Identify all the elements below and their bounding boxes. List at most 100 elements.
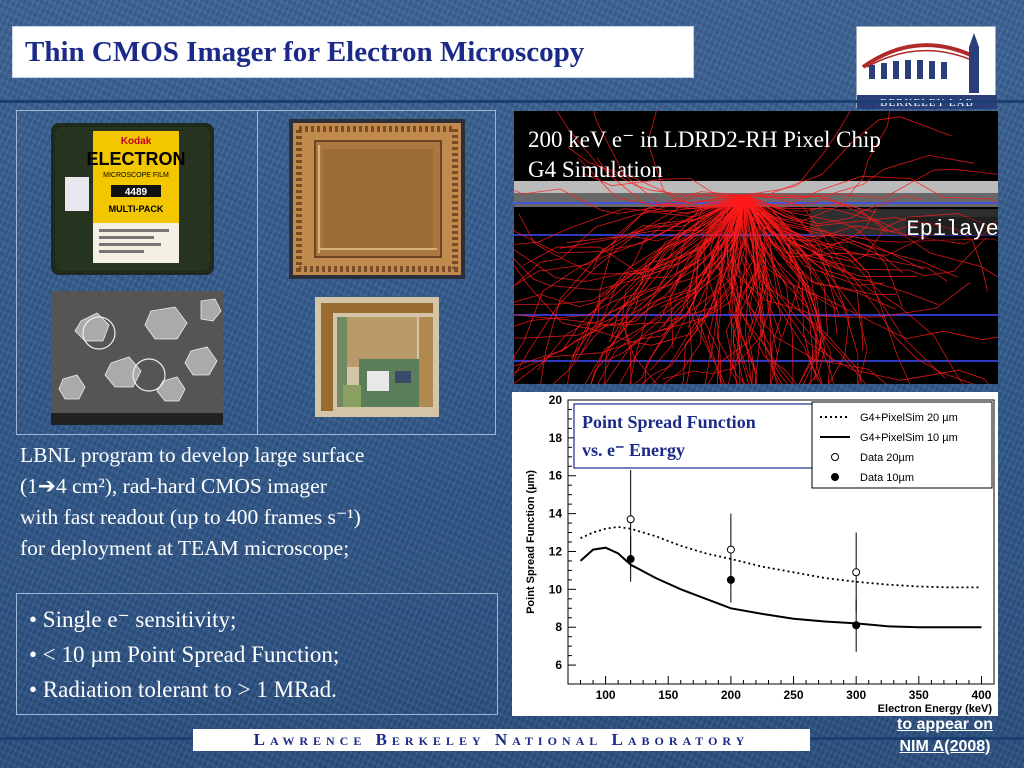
electron-track bbox=[743, 194, 939, 306]
electron-track bbox=[514, 194, 745, 373]
publication-note-line1: to appear on bbox=[896, 716, 993, 733]
electron-track bbox=[743, 194, 924, 270]
electron-track bbox=[598, 194, 745, 327]
electron-track bbox=[523, 194, 745, 279]
film-brand: Kodak bbox=[121, 136, 152, 147]
electron-tracks bbox=[514, 111, 998, 384]
electron-track bbox=[629, 194, 745, 384]
pixel-detail-graphic bbox=[315, 297, 439, 417]
electron-track bbox=[743, 194, 859, 384]
x-tick-label: 250 bbox=[784, 688, 804, 702]
electron-track bbox=[743, 194, 819, 383]
film-box-photo: Kodak ELECTRON MICROSCOPE FILM 4489 MULT… bbox=[51, 123, 214, 275]
electron-track bbox=[514, 194, 745, 384]
data-point bbox=[726, 575, 735, 584]
electron-track bbox=[728, 194, 788, 384]
electron-track bbox=[743, 194, 780, 384]
electron-track bbox=[582, 172, 745, 197]
program-description: LBNL program to develop large surface (1… bbox=[20, 440, 490, 564]
y-tick-label: 10 bbox=[549, 582, 563, 596]
feature-bullets: • Single e⁻ sensitivity; • < 10 µm Point… bbox=[16, 593, 498, 715]
y-tick-label: 20 bbox=[549, 393, 563, 407]
electron-track bbox=[514, 194, 745, 378]
electron-track bbox=[693, 194, 745, 384]
electron-track bbox=[514, 194, 745, 346]
logo-text: BERKELEY LAB bbox=[880, 97, 974, 109]
electron-track bbox=[743, 194, 998, 341]
top-divider bbox=[0, 100, 1024, 103]
bullet-item: • Single e⁻ sensitivity; bbox=[29, 607, 237, 632]
chip-graphic bbox=[293, 123, 461, 275]
simulation-title: 200 keV e⁻ in LDRD2-RH Pixel Chip G4 Sim… bbox=[528, 125, 881, 185]
series-line bbox=[579, 546, 982, 629]
simulation-panel: 200 keV e⁻ in LDRD2-RH Pixel Chip G4 Sim… bbox=[514, 111, 998, 384]
description-line: LBNL program to develop large surface bbox=[20, 443, 365, 467]
electron-track bbox=[556, 111, 745, 196]
film-box-graphic: Kodak ELECTRON MICROSCOPE FILM 4489 MULT… bbox=[55, 127, 210, 271]
electron-track bbox=[670, 194, 745, 349]
x-tick-label: 150 bbox=[658, 688, 678, 702]
film-line: MICROSCOPE FILM bbox=[103, 172, 169, 179]
electron-track bbox=[743, 194, 763, 384]
electron-track bbox=[514, 194, 745, 362]
epilayer-label: Epilayer bbox=[906, 217, 998, 242]
electron-track bbox=[743, 194, 904, 274]
electron-track bbox=[514, 194, 745, 287]
electron-track bbox=[743, 194, 835, 384]
legend-label: Data 10µm bbox=[860, 472, 914, 484]
electron-track bbox=[663, 194, 746, 384]
electron-track bbox=[743, 194, 922, 225]
legend-label: G4+PixelSim 20 µm bbox=[860, 412, 958, 424]
electron-track bbox=[743, 194, 948, 282]
electron-track bbox=[743, 194, 758, 324]
electron-track bbox=[625, 194, 745, 384]
electron-track bbox=[514, 194, 745, 327]
sem-photo bbox=[51, 291, 223, 425]
electron-track bbox=[686, 194, 745, 384]
electron-track bbox=[743, 194, 838, 311]
electron-track bbox=[570, 194, 745, 359]
bullet-item: • < 10 µm Point Spread Function; bbox=[29, 642, 340, 667]
electron-track bbox=[633, 194, 745, 312]
electron-track bbox=[514, 194, 745, 245]
description-line: for deployment at TEAM microscope; bbox=[20, 536, 350, 560]
electron-track bbox=[716, 194, 746, 384]
panel-divider bbox=[257, 111, 258, 434]
electron-track bbox=[742, 194, 783, 299]
electron-track bbox=[633, 194, 745, 384]
footer-text: Lawrence Berkeley National Laboratory bbox=[253, 730, 750, 749]
simulation-title-line1: 200 keV e⁻ in LDRD2-RH Pixel Chip bbox=[528, 127, 881, 152]
electron-track bbox=[593, 111, 745, 210]
photo-panel: Kodak ELECTRON MICROSCOPE FILM 4489 MULT… bbox=[16, 110, 496, 435]
electron-track bbox=[631, 194, 745, 234]
chart-title-line1: Point Spread Function bbox=[582, 412, 756, 432]
electron-track bbox=[743, 194, 793, 384]
electron-track bbox=[707, 194, 745, 384]
film-code: 4489 bbox=[125, 187, 148, 198]
publication-note-line2: NIM A(2008) bbox=[899, 738, 991, 755]
electron-track bbox=[685, 194, 745, 384]
x-tick-label: 100 bbox=[596, 688, 616, 702]
electron-track bbox=[592, 194, 745, 269]
electron-track bbox=[514, 194, 745, 308]
y-tick-label: 8 bbox=[555, 620, 562, 634]
data-point bbox=[852, 621, 861, 630]
bullet-item: • Radiation tolerant to > 1 MRad. bbox=[29, 677, 337, 702]
electron-track bbox=[743, 168, 998, 199]
electron-track bbox=[566, 194, 745, 244]
series-line bbox=[580, 525, 982, 589]
film-product: ELECTRON bbox=[87, 149, 186, 169]
y-tick-label: 18 bbox=[549, 431, 563, 445]
logo-graphic: BERKELEY LAB bbox=[857, 33, 997, 109]
psf-chart-svg: 100 150 200 250 300 350 400 6 8 10 12 14 16 18 20 Elect… bbox=[525, 393, 995, 715]
title-box: Thin CMOS Imager for Electron Microscopy bbox=[12, 26, 694, 78]
berkeley-lab-logo: BERKELEY LAB bbox=[856, 26, 997, 109]
electron-track bbox=[584, 194, 745, 384]
x-tick-label: 200 bbox=[721, 688, 741, 702]
electron-track bbox=[621, 194, 745, 384]
publication-note[interactable]: to appear on NIM A(2008) bbox=[870, 714, 1020, 758]
y-tick-label: 14 bbox=[549, 507, 563, 521]
electron-track bbox=[743, 194, 831, 384]
electron-track bbox=[681, 194, 745, 384]
electron-track bbox=[559, 194, 745, 249]
